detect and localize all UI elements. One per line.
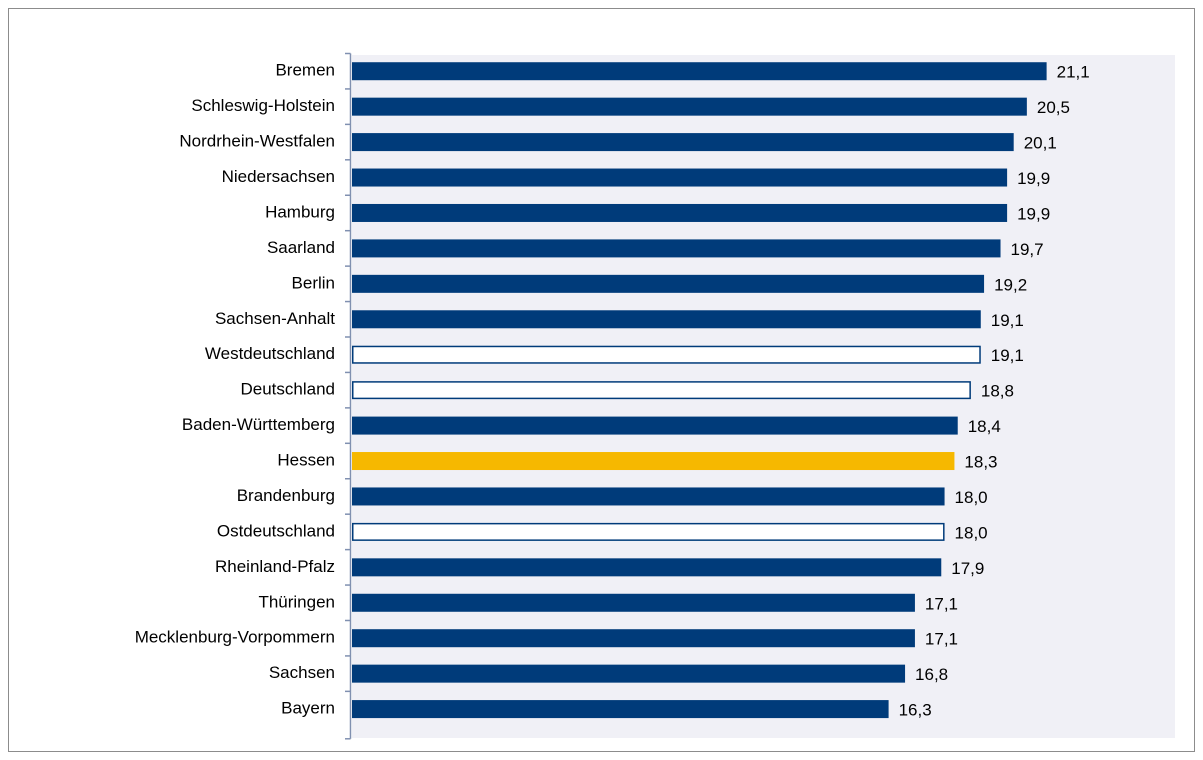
bar xyxy=(352,345,981,364)
category-label: Hamburg xyxy=(265,202,335,221)
value-label: 16,3 xyxy=(899,701,932,720)
bar xyxy=(352,310,981,329)
category-label: Ostdeutschland xyxy=(217,521,335,540)
value-label: 16,8 xyxy=(915,665,948,684)
bar xyxy=(352,558,942,577)
value-label: 18,3 xyxy=(964,453,997,472)
value-label: 20,1 xyxy=(1024,134,1057,153)
value-label: 18,0 xyxy=(955,488,988,507)
bar xyxy=(352,239,1001,258)
category-label: Hessen xyxy=(277,451,335,470)
value-label: 19,7 xyxy=(1011,240,1044,259)
category-label: Sachsen-Anhalt xyxy=(215,309,335,328)
value-label: 17,1 xyxy=(925,630,958,649)
bar xyxy=(352,97,1027,116)
value-label: 19,2 xyxy=(994,275,1027,294)
category-label: Westdeutschland xyxy=(205,344,335,363)
category-label: Schleswig-Holstein xyxy=(191,96,335,115)
value-label: 18,0 xyxy=(955,523,988,542)
value-label: 19,9 xyxy=(1017,204,1050,223)
value-label: 21,1 xyxy=(1057,63,1090,82)
category-label: Nordrhein-Westfalen xyxy=(179,132,335,151)
category-label: Berlin xyxy=(292,273,335,292)
value-label: 19,9 xyxy=(1017,169,1050,188)
value-label: 20,5 xyxy=(1037,98,1070,117)
category-label: Mecklenburg-Vorpommern xyxy=(135,628,335,647)
value-label: 19,1 xyxy=(991,311,1024,330)
category-label: Baden-Württemberg xyxy=(182,415,335,434)
bar xyxy=(352,274,985,293)
bar xyxy=(352,700,889,719)
bar xyxy=(352,416,958,435)
value-label: 19,1 xyxy=(991,346,1024,365)
bar xyxy=(352,381,971,400)
value-label: 17,9 xyxy=(951,559,984,578)
bar xyxy=(352,522,945,541)
value-label: 18,4 xyxy=(968,417,1001,436)
bar xyxy=(352,487,945,506)
value-label: 17,1 xyxy=(925,594,958,613)
bar xyxy=(352,593,915,612)
category-label: Brandenburg xyxy=(237,486,335,505)
bar xyxy=(352,133,1014,152)
bar xyxy=(352,62,1047,81)
bar xyxy=(352,203,1008,222)
category-label: Bayern xyxy=(281,699,335,718)
category-label: Niedersachsen xyxy=(222,167,335,186)
category-label: Saarland xyxy=(267,238,335,257)
value-label: 18,8 xyxy=(981,382,1014,401)
category-label: Bremen xyxy=(275,61,335,80)
category-label: Rheinland-Pfalz xyxy=(215,557,335,576)
bar xyxy=(352,168,1008,187)
category-label: Sachsen xyxy=(269,663,335,682)
bar xyxy=(352,664,906,683)
bar xyxy=(352,629,915,648)
bar xyxy=(352,452,955,471)
category-label: Deutschland xyxy=(240,380,335,399)
category-label: Thüringen xyxy=(258,592,335,611)
